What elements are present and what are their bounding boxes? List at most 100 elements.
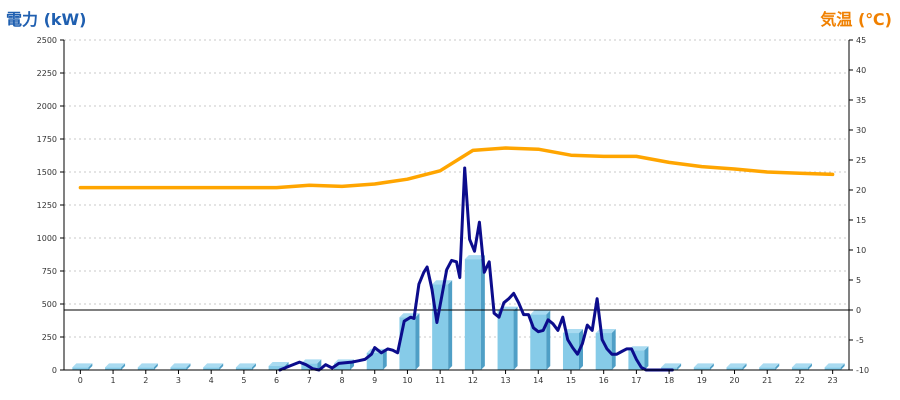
bar-side	[219, 363, 224, 370]
bar-top	[432, 280, 453, 285]
x-tick-label: 13	[500, 376, 510, 385]
bar-side	[677, 363, 682, 370]
bar-top	[562, 329, 583, 334]
x-tick-label: 5	[241, 376, 246, 385]
bar	[791, 367, 808, 370]
right-tick-label: 10	[856, 246, 866, 255]
x-tick-label: 10	[402, 376, 412, 385]
right-tick-label: 30	[856, 126, 866, 135]
x-tick-label: 2	[143, 376, 148, 385]
x-tick-label: 3	[176, 376, 181, 385]
bar-top	[301, 359, 322, 364]
bar-top	[726, 363, 747, 368]
bar	[399, 317, 416, 370]
x-tick-label: 22	[795, 376, 805, 385]
bar-top	[170, 363, 191, 368]
left-tick-label: 1250	[37, 201, 57, 210]
bar-side	[546, 310, 551, 370]
power-line	[278, 166, 674, 372]
right-tick-label: -5	[856, 336, 864, 345]
temperature-line	[78, 146, 835, 190]
bar	[595, 333, 612, 370]
x-tick-label: 12	[468, 376, 478, 385]
x-tick-label: 16	[599, 376, 609, 385]
bar	[334, 363, 351, 370]
bar-side	[709, 363, 714, 370]
bar	[170, 367, 187, 370]
x-tick-label: 17	[631, 376, 641, 385]
bar-side	[480, 255, 485, 370]
right-tick-label: -10	[856, 366, 869, 375]
bar-side	[775, 363, 780, 370]
bar-top	[661, 363, 682, 368]
bar-side	[186, 363, 191, 370]
x-tick-label: 14	[533, 376, 543, 385]
left-tick-label: 2500	[37, 36, 57, 45]
x-tick-label: 11	[435, 376, 445, 385]
bar-side	[317, 359, 322, 370]
bar	[693, 367, 710, 370]
bar	[203, 367, 220, 370]
right-tick-label: 25	[856, 156, 866, 165]
right-tick-label: 15	[856, 216, 866, 225]
bar	[366, 352, 383, 370]
bar-top	[693, 363, 714, 368]
x-tick-label: 7	[307, 376, 312, 385]
axes: 02505007501000125015001750200022502500-1…	[37, 36, 869, 385]
x-tick-label: 8	[339, 376, 344, 385]
bar	[726, 367, 743, 370]
bar-top	[530, 310, 551, 315]
right-axis-title: 気温 (℃)	[820, 10, 892, 29]
bar-top	[72, 363, 93, 368]
bar-top	[105, 363, 126, 368]
bar-side	[807, 363, 812, 370]
x-tick-label: 23	[828, 376, 838, 385]
bar-side	[153, 363, 158, 370]
bar-side	[382, 348, 387, 370]
x-tick-label: 4	[209, 376, 214, 385]
bar-side	[840, 363, 845, 370]
left-axis-title: 電力 (kW)	[6, 10, 87, 29]
power-bars	[72, 255, 845, 370]
bar-top	[791, 363, 812, 368]
bar-top	[137, 363, 158, 368]
left-tick-label: 1000	[37, 234, 57, 243]
bar	[464, 259, 481, 370]
bar	[137, 367, 154, 370]
x-tick-label: 6	[274, 376, 279, 385]
left-tick-label: 500	[42, 300, 57, 309]
bar-side	[742, 363, 747, 370]
grid-lines	[64, 39, 849, 338]
bar-side	[644, 346, 649, 370]
bar-top	[203, 363, 224, 368]
x-tick-label: 15	[566, 376, 576, 385]
left-tick-label: 250	[42, 333, 57, 342]
x-tick-label: 1	[111, 376, 116, 385]
bar-top	[824, 363, 845, 368]
bar	[105, 367, 122, 370]
x-tick-label: 18	[664, 376, 674, 385]
x-tick-label: 20	[729, 376, 739, 385]
bar-side	[251, 363, 256, 370]
bar	[562, 333, 579, 370]
bar	[235, 367, 252, 370]
bar	[497, 310, 514, 370]
bar-top	[268, 362, 289, 367]
x-tick-label: 0	[78, 376, 83, 385]
left-tick-label: 2000	[37, 102, 57, 111]
series-lines	[64, 146, 849, 372]
bar-side	[88, 363, 93, 370]
right-tick-label: 5	[856, 276, 861, 285]
bar-side	[415, 313, 420, 370]
bar	[268, 366, 285, 370]
bar-top	[235, 363, 256, 368]
bar-side	[513, 306, 518, 370]
bar-side	[121, 363, 126, 370]
right-tick-label: 35	[856, 96, 866, 105]
x-tick-label: 9	[372, 376, 377, 385]
bar	[432, 284, 449, 370]
left-tick-label: 750	[42, 267, 57, 276]
left-tick-label: 2250	[37, 69, 57, 78]
right-tick-label: 40	[856, 66, 866, 75]
